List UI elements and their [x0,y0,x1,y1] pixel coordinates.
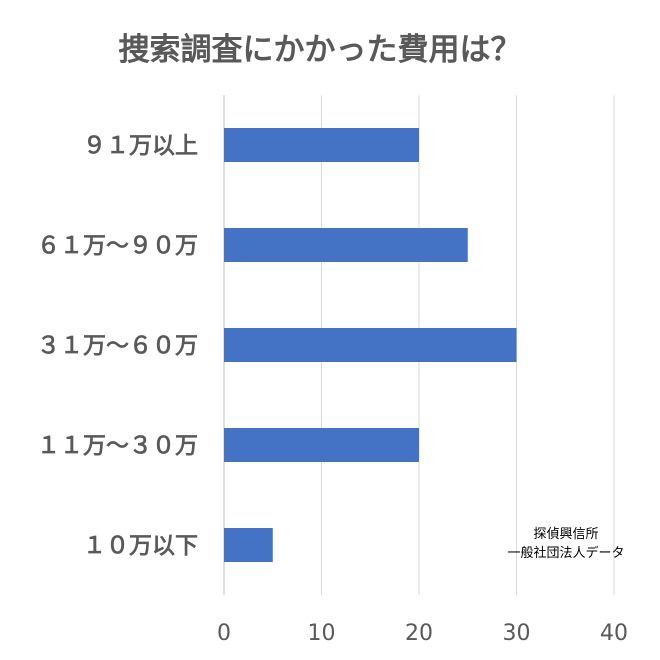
category-label: ３１万～６０万 [37,333,198,359]
bar [224,528,273,562]
category-label: １１万～３０万 [37,433,198,459]
category-labels: ９１万以上 ６１万～９０万 ３１万～６０万 １１万～３０万 １０万以下 [37,133,198,559]
category-label: １０万以下 [83,533,198,559]
bar [224,328,517,362]
x-tick-label: 10 [308,621,336,646]
x-tick-label: 30 [503,621,531,646]
x-tick-label: 0 [217,621,231,646]
chart-title: 捜索調査にかかった費用は？ [119,32,522,68]
category-label: ６１万～９０万 [37,233,198,259]
source-annotation-line2: 一般社団法人データ [507,545,624,561]
bars [224,128,517,562]
bar [224,428,419,462]
x-tick-labels: 0 10 20 30 40 [217,621,628,646]
category-label: ９１万以上 [83,133,198,159]
source-annotation-line1: 探偵興信所 [533,527,598,542]
bar [224,128,419,162]
x-tick-label: 40 [600,621,628,646]
bar [224,228,468,262]
x-tick-label: 20 [405,621,433,646]
